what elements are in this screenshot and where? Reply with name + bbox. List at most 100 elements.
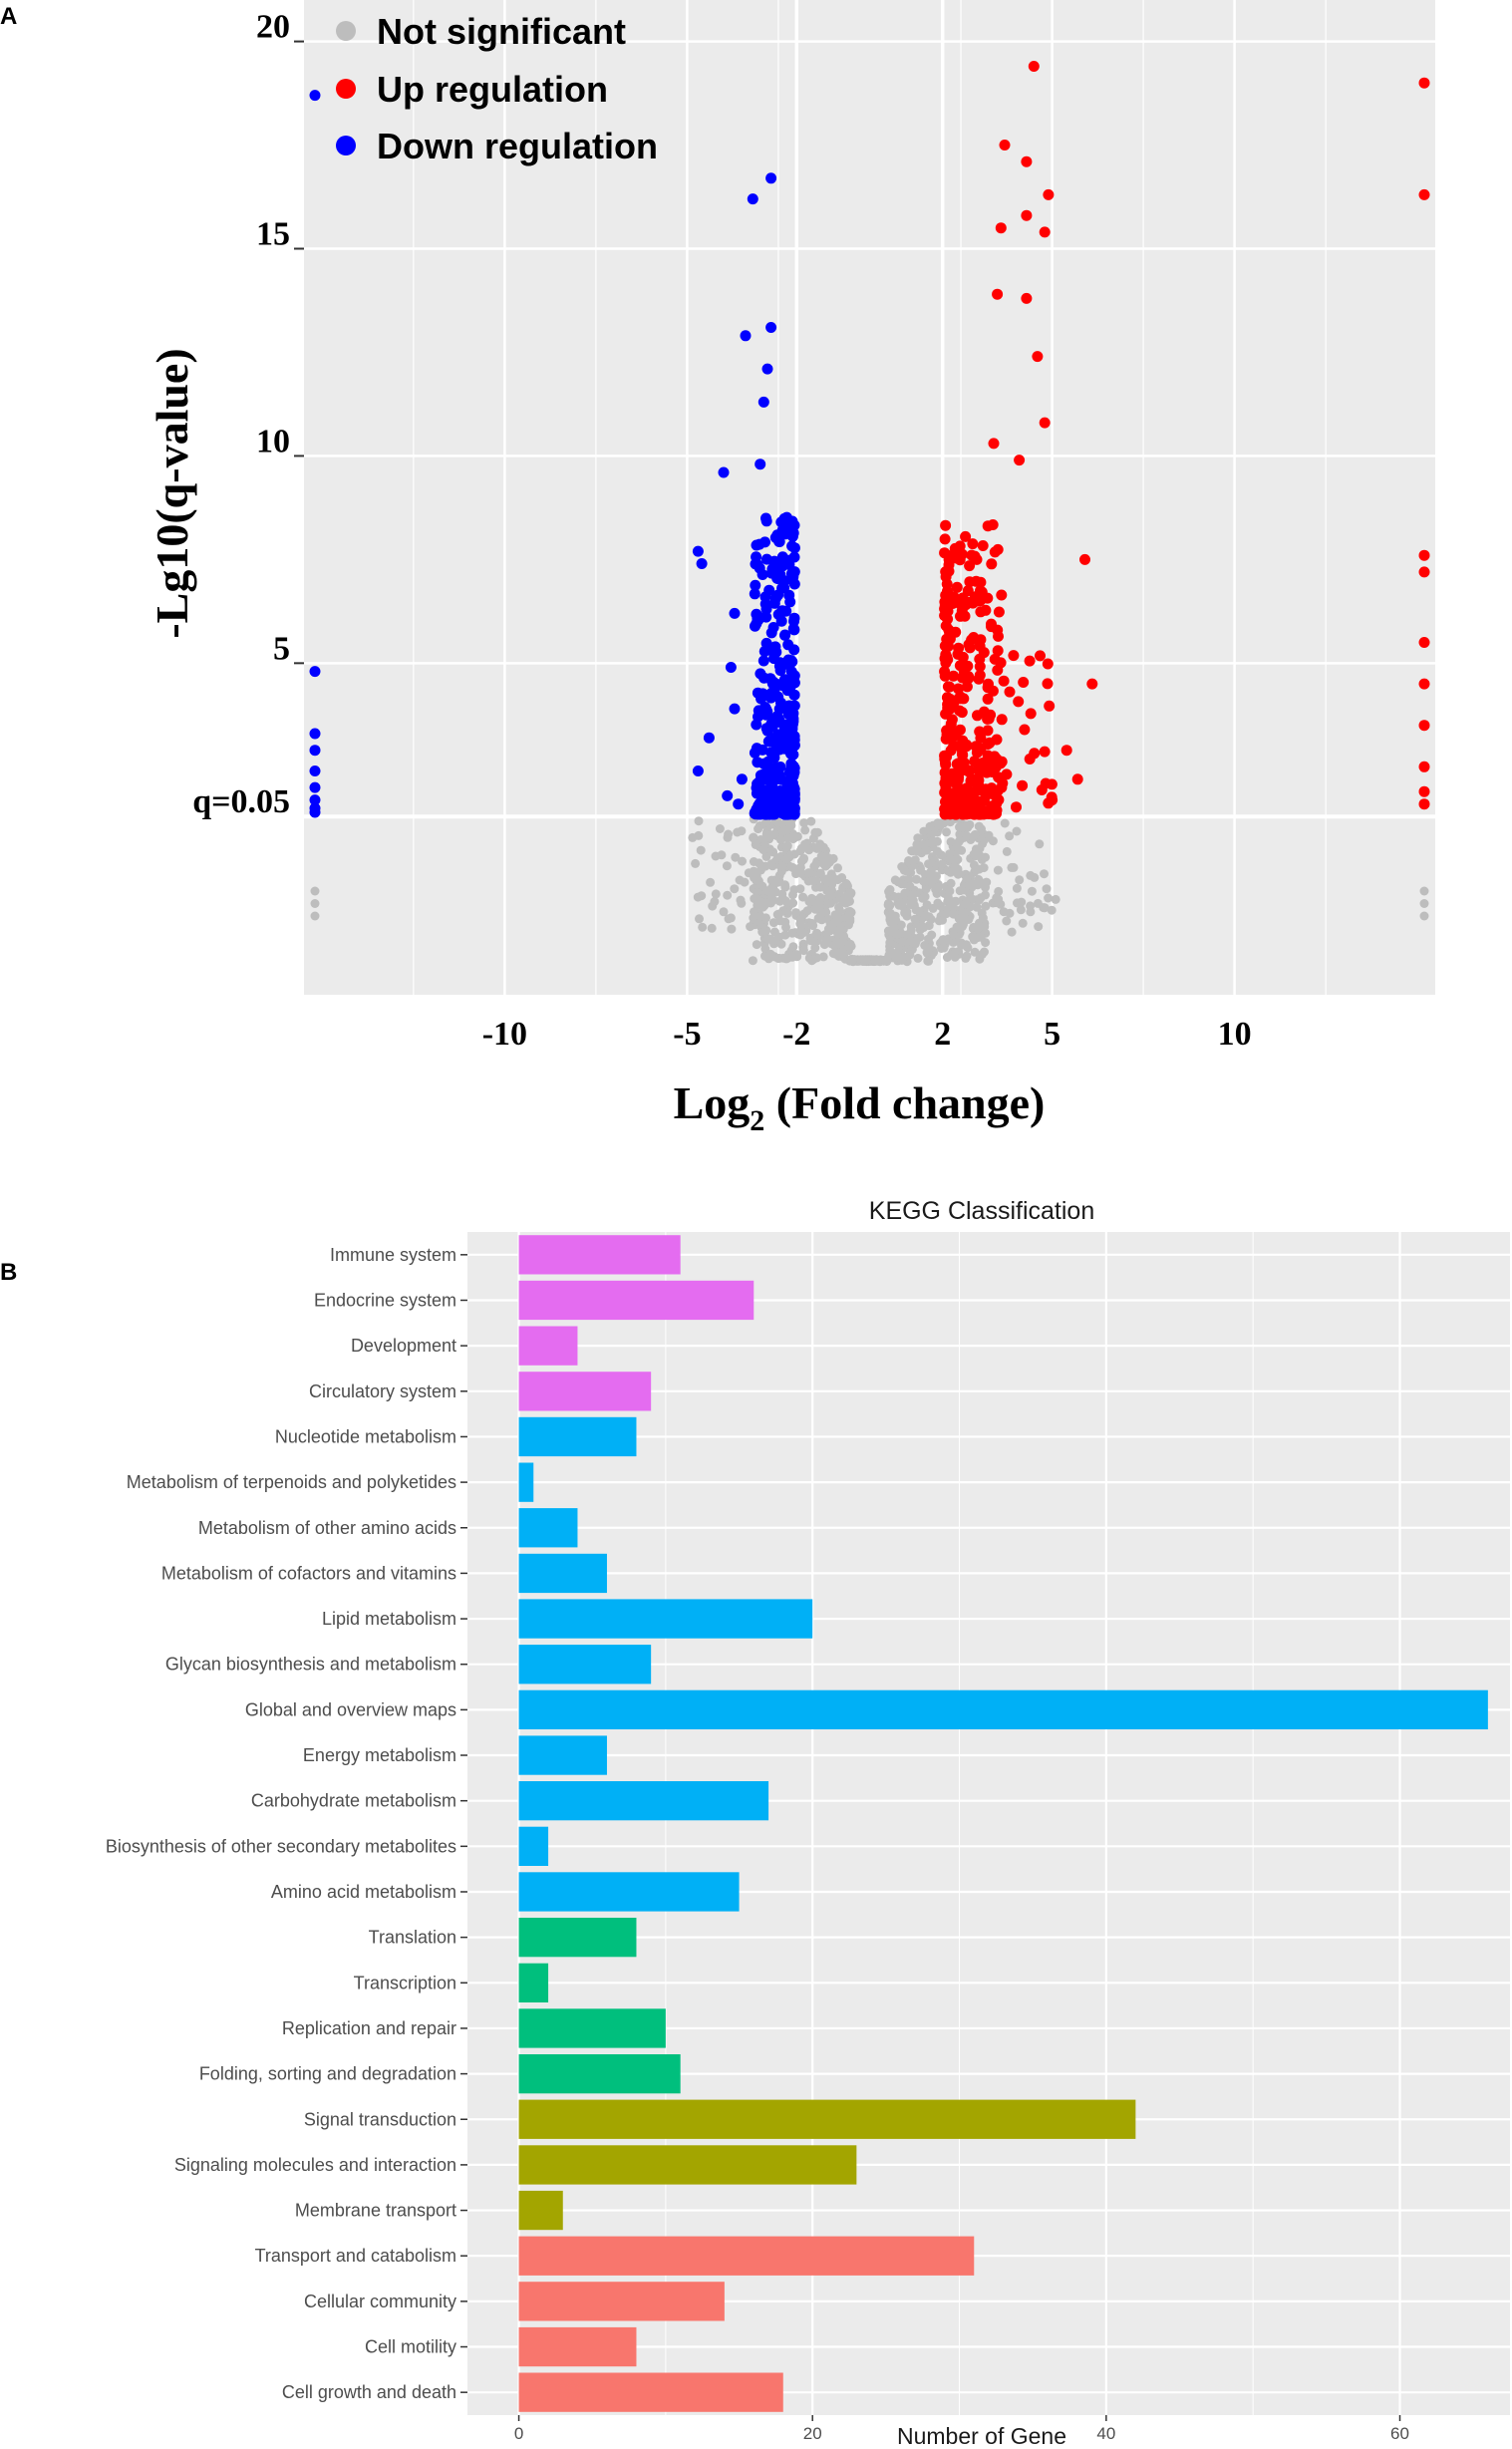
down-point xyxy=(765,172,777,184)
ns-point xyxy=(913,953,923,963)
legend-up-regulation-label: Up regulation xyxy=(377,69,608,110)
down-point xyxy=(788,644,800,656)
ns-point xyxy=(719,907,729,917)
up-point xyxy=(1014,455,1026,466)
volcano-ticks: -10 -5 -2 2 5 10 5 10 15 20 q=0.05 xyxy=(192,9,1251,1053)
kegg-bar xyxy=(518,1553,607,1594)
up-point xyxy=(944,693,956,705)
up-point xyxy=(951,759,963,770)
kegg-bar xyxy=(518,2236,975,2276)
up-point xyxy=(946,732,958,744)
ns-point xyxy=(981,882,990,892)
ns-point xyxy=(781,922,790,932)
ns-point xyxy=(777,861,787,871)
up-point xyxy=(983,808,995,819)
ns-point xyxy=(924,944,934,954)
down-point xyxy=(729,607,741,619)
ns-point xyxy=(972,902,982,912)
ns-point xyxy=(1017,897,1027,907)
down-point xyxy=(309,728,321,740)
volcano-y-tick-label: 15 xyxy=(256,216,290,253)
ns-point xyxy=(942,827,951,837)
up-point xyxy=(963,639,975,651)
ns-point xyxy=(774,932,784,942)
kegg-category-label: Nucleotide metabolism xyxy=(275,1426,456,1446)
ns-point xyxy=(808,921,818,931)
up-point xyxy=(1042,678,1054,690)
volcano-gridlines xyxy=(304,0,1435,995)
down-point xyxy=(309,781,321,793)
ns-point xyxy=(956,923,966,933)
ns-point xyxy=(1419,886,1429,896)
up-point xyxy=(999,140,1011,151)
ns-point xyxy=(698,922,708,932)
ns-point xyxy=(740,877,750,887)
ns-point xyxy=(761,886,771,896)
up-point xyxy=(975,733,987,744)
ns-point xyxy=(898,937,907,947)
ns-point xyxy=(976,932,986,942)
ns-point xyxy=(724,829,734,839)
down-point xyxy=(760,709,772,721)
down-point xyxy=(784,806,796,818)
ns-point xyxy=(774,916,784,926)
up-point xyxy=(1044,700,1056,712)
down-point xyxy=(765,322,777,333)
ns-point xyxy=(961,914,971,924)
ns-point xyxy=(975,895,984,905)
up-point xyxy=(957,672,968,684)
kegg-bar xyxy=(518,2054,681,2094)
up-point xyxy=(1418,678,1430,690)
ns-point xyxy=(310,911,320,921)
ns-point xyxy=(933,898,943,908)
kegg-category-label: Biosynthesis of other secondary metaboli… xyxy=(106,1836,456,1856)
ns-point xyxy=(792,950,801,960)
ns-point xyxy=(933,883,943,893)
up-point xyxy=(989,653,1001,665)
up-point xyxy=(1039,226,1051,238)
ns-point xyxy=(730,884,740,894)
ns-point xyxy=(981,890,990,900)
ns-point xyxy=(883,900,893,910)
up-point xyxy=(982,682,994,694)
ns-point xyxy=(834,902,843,912)
ns-point xyxy=(777,889,787,899)
up-point xyxy=(998,675,1010,687)
ns-point xyxy=(978,913,988,923)
up-point xyxy=(1039,417,1051,429)
ns-point xyxy=(782,841,792,851)
legend-not-significant-marker xyxy=(336,21,356,41)
ns-point xyxy=(823,914,833,924)
down-point xyxy=(761,363,773,375)
up-point xyxy=(993,771,1005,783)
up-point xyxy=(958,808,969,820)
up-point xyxy=(951,581,963,593)
up-point xyxy=(1024,754,1036,765)
up-point xyxy=(1418,188,1430,200)
kegg-bar xyxy=(518,1872,740,1912)
kegg-bar-chart: KEGG Classification Immune system Endocri… xyxy=(106,1197,1510,2449)
ns-point xyxy=(1419,911,1429,921)
down-point xyxy=(770,762,782,773)
kegg-category-label: Glycan biosynthesis and metabolism xyxy=(165,1655,456,1675)
up-point xyxy=(974,640,986,652)
ns-point xyxy=(891,928,901,938)
up-point xyxy=(940,519,952,531)
ns-point xyxy=(1034,922,1044,932)
ns-point xyxy=(752,893,761,903)
volcano-x-tick-label: 10 xyxy=(1218,1016,1252,1053)
kegg-bar xyxy=(518,2326,637,2367)
down-point xyxy=(749,807,760,819)
ns-point xyxy=(746,922,756,932)
down-point xyxy=(773,744,785,756)
volcano-x-axis-title: Log2 (Fold change) xyxy=(674,1077,1046,1137)
up-point xyxy=(943,565,955,577)
up-point xyxy=(981,763,993,774)
down-point xyxy=(776,582,788,594)
up-point xyxy=(992,288,1004,300)
up-point xyxy=(1001,768,1013,780)
ns-point xyxy=(1016,905,1026,915)
volcano-y-axis-title: -Lg10(q-value) xyxy=(147,348,197,638)
down-point xyxy=(309,90,321,102)
volcano-y-tick-label: 10 xyxy=(256,423,290,459)
